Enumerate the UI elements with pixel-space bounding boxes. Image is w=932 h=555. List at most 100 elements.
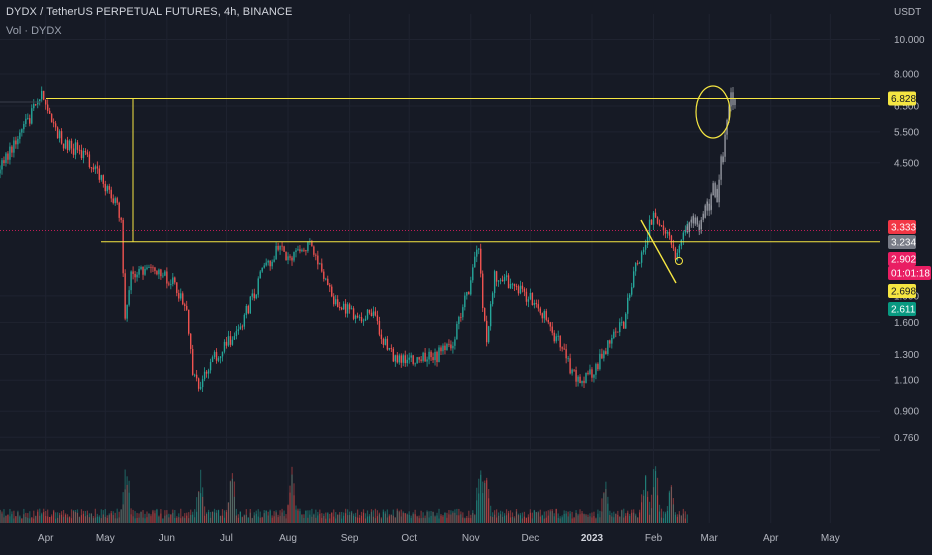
candle bbox=[474, 256, 476, 268]
volume-bar bbox=[136, 517, 138, 523]
volume-bar bbox=[215, 510, 218, 523]
volume-bar bbox=[309, 514, 311, 523]
candle bbox=[525, 291, 528, 302]
volume-bar bbox=[219, 515, 222, 523]
volume-bar bbox=[265, 510, 267, 523]
candle bbox=[539, 308, 542, 314]
volume-bar bbox=[390, 514, 392, 523]
volume-bar bbox=[118, 517, 120, 523]
candle bbox=[209, 361, 212, 371]
candle bbox=[625, 313, 627, 329]
candle bbox=[402, 355, 404, 363]
volume-bar bbox=[356, 517, 359, 523]
volume-bar bbox=[555, 508, 557, 523]
time-tick-label: May bbox=[821, 533, 840, 544]
volume-bar bbox=[577, 515, 579, 523]
candle bbox=[112, 198, 114, 203]
candle bbox=[241, 326, 244, 328]
candle bbox=[269, 260, 271, 267]
volume-bar bbox=[27, 517, 29, 523]
candle bbox=[138, 268, 140, 275]
volume-bar bbox=[398, 512, 400, 523]
volume-bar bbox=[198, 492, 200, 523]
candle bbox=[257, 278, 259, 295]
candle bbox=[237, 329, 240, 331]
volume-bar bbox=[668, 490, 671, 523]
volume-bar bbox=[156, 508, 158, 523]
volume-bar bbox=[408, 514, 410, 523]
volume-bar bbox=[31, 517, 33, 523]
volume-bar bbox=[658, 511, 661, 523]
candle bbox=[152, 267, 154, 269]
volume-bar bbox=[160, 513, 162, 523]
volume-bar bbox=[462, 512, 464, 523]
candle bbox=[72, 148, 75, 155]
candle bbox=[96, 166, 99, 169]
volume-bar bbox=[537, 512, 539, 523]
candle bbox=[315, 254, 317, 256]
candle bbox=[386, 338, 389, 350]
price-badge-label: 2.902 bbox=[891, 255, 916, 266]
price-badge-label: 6.828 bbox=[891, 94, 916, 105]
volume-bar bbox=[492, 517, 494, 523]
candle bbox=[110, 189, 112, 199]
volume-bar bbox=[440, 515, 442, 523]
volume-bar bbox=[386, 509, 388, 523]
volume-bar bbox=[192, 514, 194, 523]
volume-bar bbox=[559, 516, 561, 523]
volume-bar bbox=[521, 512, 524, 523]
volume-bar bbox=[120, 509, 122, 523]
volume-bar bbox=[277, 514, 279, 523]
candle bbox=[533, 302, 536, 305]
volume-bar bbox=[529, 512, 531, 523]
volume-bar bbox=[525, 517, 528, 523]
volume-bar bbox=[209, 512, 212, 523]
volume-bar bbox=[116, 508, 118, 523]
time-tick-label: Feb bbox=[645, 533, 663, 544]
candle bbox=[392, 348, 395, 362]
candle bbox=[672, 244, 675, 249]
candle bbox=[404, 355, 406, 364]
candle bbox=[541, 313, 544, 319]
volume-bar bbox=[611, 512, 613, 523]
volume-bar bbox=[553, 513, 555, 523]
volume-bar bbox=[519, 515, 522, 523]
candle bbox=[180, 293, 182, 299]
volume-bar bbox=[426, 510, 428, 523]
volume-bar bbox=[352, 513, 355, 523]
volume-bar bbox=[235, 515, 237, 523]
candle bbox=[182, 293, 184, 305]
volume-bar bbox=[11, 511, 13, 523]
volume-bar bbox=[507, 510, 510, 523]
volume-bar bbox=[347, 515, 349, 523]
candle bbox=[472, 267, 474, 281]
volume-bar bbox=[442, 516, 444, 523]
price-badge-countdown bbox=[888, 266, 931, 280]
volume-bar bbox=[654, 466, 657, 523]
volume-bar bbox=[607, 496, 609, 523]
candle bbox=[100, 175, 103, 180]
candle bbox=[356, 315, 359, 318]
candle bbox=[327, 278, 329, 285]
volume-bar bbox=[652, 487, 655, 523]
candle bbox=[199, 387, 202, 389]
volume-bar bbox=[341, 511, 343, 523]
volume-bar bbox=[539, 509, 541, 523]
volume-bar bbox=[122, 504, 124, 523]
volume-bar bbox=[573, 518, 575, 523]
volume-bar bbox=[438, 508, 440, 523]
candle bbox=[436, 351, 438, 362]
volume-bar bbox=[567, 511, 569, 523]
volume-bar bbox=[354, 516, 357, 523]
projected-candle bbox=[690, 219, 692, 221]
candle bbox=[247, 305, 250, 314]
price-tick-label: 6.500 bbox=[894, 102, 919, 113]
volume-bar bbox=[158, 516, 160, 523]
candle bbox=[565, 349, 567, 359]
volume-bar bbox=[388, 514, 390, 523]
volume-bar bbox=[301, 514, 303, 523]
volume-bar bbox=[601, 498, 603, 523]
volume-bar bbox=[215, 512, 218, 523]
